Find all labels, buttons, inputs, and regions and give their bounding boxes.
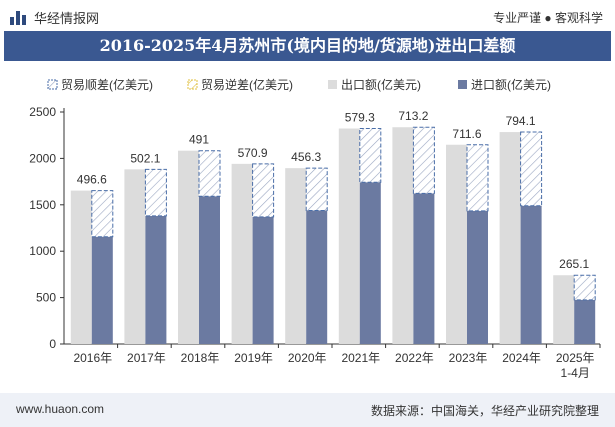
y-tick-label: 2500	[29, 105, 56, 119]
y-tick-label: 0	[49, 337, 56, 351]
x-tick-label: 2022年	[395, 351, 434, 365]
surplus-label: 496.6	[77, 173, 107, 187]
y-tick-label: 2000	[29, 151, 56, 165]
legend-label-3: 进口额(亿美元)	[471, 77, 551, 92]
surplus-bar	[573, 274, 596, 301]
surplus-label: 794.1	[506, 114, 536, 128]
export-bar	[70, 190, 92, 344]
surplus-bar	[412, 126, 435, 194]
surplus-bar	[198, 150, 221, 197]
import-bar	[91, 236, 113, 344]
site-url[interactable]: www.huaon.com	[16, 402, 105, 416]
x-tick-label: 2021年	[341, 351, 380, 365]
import-bar	[574, 299, 596, 344]
bars: 496.6 502.1 491 570.9 456.3 579.3 713.2 711.6 79…	[70, 109, 596, 344]
brand-name: 华经情报网	[34, 11, 100, 26]
surplus-bar	[144, 168, 167, 217]
surplus-label: 713.2	[398, 109, 428, 123]
x-tick-label: 2018年	[181, 351, 220, 365]
surplus-label: 570.9	[238, 146, 268, 160]
logo: 华经情报网	[10, 8, 99, 27]
import-bar	[413, 193, 435, 344]
x-tick-label: 1-4月	[561, 366, 590, 380]
x-tick-label: 2016年	[73, 351, 112, 365]
export-bar	[231, 163, 253, 344]
legend-swatch-1	[187, 79, 198, 90]
import-bar	[467, 210, 488, 344]
surplus-label: 502.1	[130, 151, 160, 165]
surplus-label: 711.6	[452, 127, 481, 141]
import-bar	[145, 215, 167, 344]
legend-label-2: 出口额(亿美元)	[341, 77, 421, 92]
surplus-bar	[466, 144, 489, 212]
y-tick-label: 1000	[29, 244, 56, 258]
legend-label-1: 贸易逆差(亿美元)	[201, 77, 293, 92]
export-bar	[446, 144, 467, 344]
y-tick-label: 1500	[29, 198, 56, 212]
import-bar	[359, 182, 381, 344]
x-tick-label: 2025年	[556, 351, 595, 365]
surplus-label: 491	[189, 133, 209, 147]
legend-swatch-3	[458, 80, 467, 89]
x-tick-label: 2024年	[502, 351, 541, 365]
export-bar	[553, 275, 575, 344]
export-bar	[124, 169, 146, 344]
footer: www.huaon.com 数据来源：中国海关，华经产业研究院整理	[0, 393, 615, 427]
surplus-label: 456.3	[291, 150, 321, 164]
surplus-label: 579.3	[345, 110, 375, 124]
legend: 贸易顺差(亿美元) 贸易逆差(亿美元) 出口额(亿美元) 进口额(亿美元)	[47, 77, 551, 92]
logo-icon	[10, 10, 28, 25]
surplus-bar	[359, 127, 382, 183]
x-tick-label: 2020年	[288, 351, 327, 365]
export-bar	[499, 132, 521, 344]
x-tick-label: 2019年	[234, 351, 273, 365]
import-bar	[252, 216, 274, 344]
surplus-bar	[305, 167, 328, 211]
x-tick-label: 2023年	[449, 351, 488, 365]
data-source: 数据来源：中国海关，华经产业研究院整理	[370, 404, 599, 418]
import-bar	[199, 196, 220, 344]
slogan: 专业严谨 ● 客观科学	[493, 11, 603, 25]
legend-swatch-2	[328, 80, 337, 89]
import-bar	[306, 210, 328, 344]
surplus-bar	[91, 190, 114, 238]
legend-swatch-0	[47, 79, 58, 90]
import-bar	[520, 205, 542, 344]
x-tick-label: 2017年	[127, 351, 166, 365]
surplus-bar	[252, 163, 275, 218]
export-bar	[285, 168, 307, 344]
legend-label-0: 贸易顺差(亿美元)	[61, 77, 153, 92]
top-bar: 华经情报网 专业严谨 ● 客观科学	[0, 0, 615, 32]
export-bar	[338, 128, 360, 344]
y-tick-label: 500	[36, 291, 56, 305]
surplus-label: 265.1	[559, 257, 589, 271]
export-bar	[178, 150, 199, 344]
export-bar	[392, 127, 414, 344]
surplus-bar	[520, 131, 543, 207]
chart-title: 2016-2025年4月苏州市(境内目的地/货源地)进出口差额	[4, 31, 611, 61]
